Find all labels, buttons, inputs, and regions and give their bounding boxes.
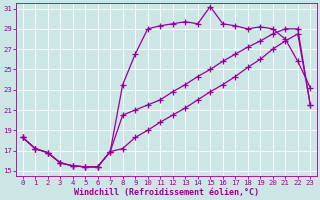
X-axis label: Windchill (Refroidissement éolien,°C): Windchill (Refroidissement éolien,°C) <box>74 188 259 197</box>
